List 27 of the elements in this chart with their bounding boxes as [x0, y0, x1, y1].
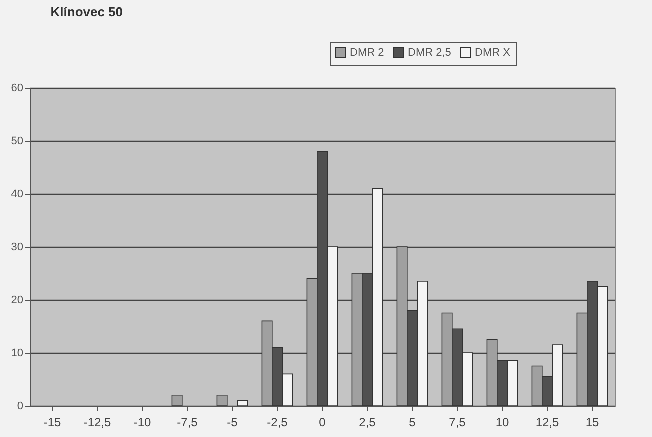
- y-tick-label: 50: [11, 136, 24, 148]
- bar: [237, 400, 248, 406]
- legend-label: DMR 2,5: [408, 46, 452, 59]
- x-tick-label: 0: [319, 416, 326, 430]
- bar: [172, 395, 183, 406]
- y-tick-label: 40: [11, 188, 24, 200]
- x-tick-label: -2,5: [267, 416, 288, 430]
- x-tick-label: -12,5: [84, 416, 112, 430]
- chart-title: Klínovec 50: [50, 4, 124, 20]
- x-tick-label: 7,5: [449, 416, 466, 430]
- legend-label: DMR X: [475, 46, 512, 59]
- y-tick-label: 30: [11, 242, 24, 254]
- y-tick-label: 10: [11, 348, 24, 360]
- x-tick-label: 2,5: [359, 416, 376, 430]
- bar: [216, 395, 228, 406]
- y-tick-label: 0: [17, 400, 24, 412]
- legend-label: DMR 2: [350, 46, 384, 59]
- x-tick-label: -15: [44, 416, 62, 430]
- y-tick-label: 20: [11, 294, 24, 306]
- y-tick-label: 60: [11, 82, 24, 94]
- x-tick-label: 15: [586, 416, 600, 430]
- x-tick-label: -10: [134, 416, 152, 430]
- x-tick-label: 10: [496, 416, 510, 430]
- x-tick-label: -5: [227, 416, 238, 430]
- x-tick-label: -7,5: [177, 416, 198, 430]
- x-tick-label: 12,5: [536, 416, 560, 430]
- x-tick-label: 5: [409, 416, 416, 430]
